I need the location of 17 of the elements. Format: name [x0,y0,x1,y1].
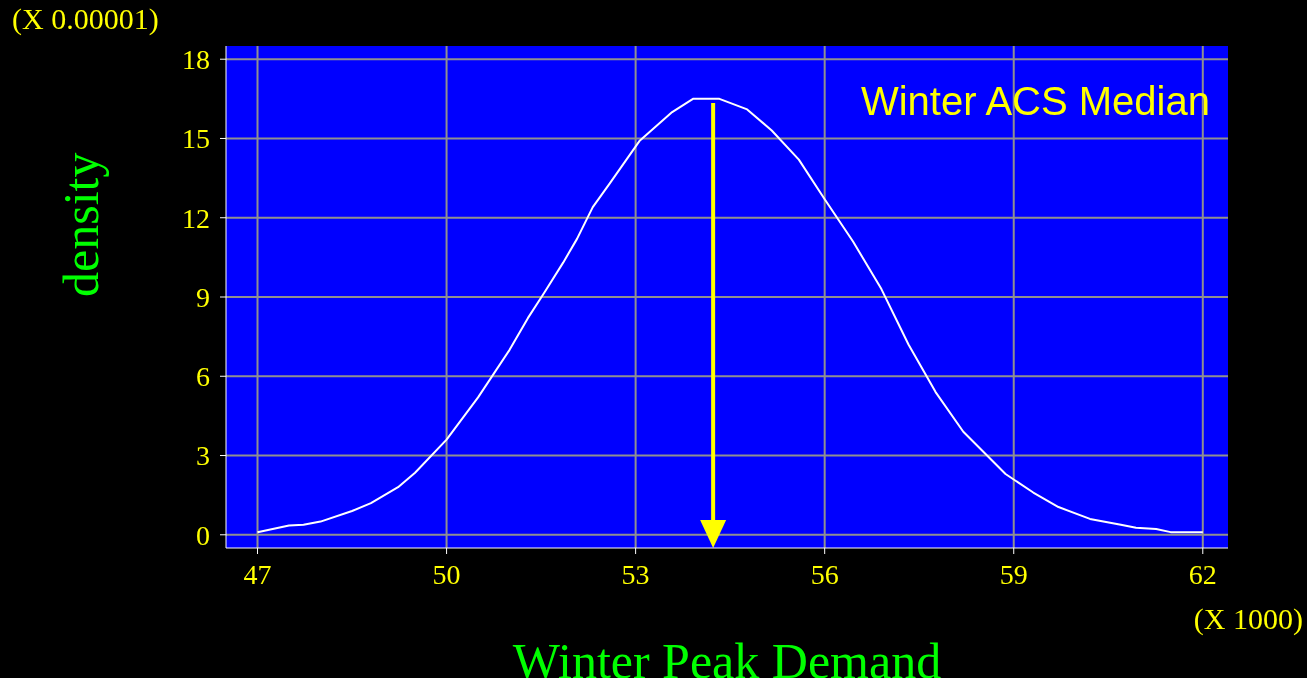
x-tick-label: 50 [432,558,461,590]
x-tick-label: 47 [243,558,272,590]
y-tick-label: 3 [196,440,210,472]
y-tick-label: 6 [196,361,210,393]
x-tick-label: 62 [1188,558,1217,590]
y-tick-label: 18 [182,44,210,76]
text: (X 1000) [1193,602,1303,636]
x-tick-label: 56 [810,558,839,590]
y-axis-title: density [52,152,109,297]
x-tick-label: 53 [621,558,650,590]
y-tick-label: 9 [196,281,210,313]
text: (X 0.00001) [12,2,159,36]
x-axis-title: Winter Peak Demand [512,633,942,678]
y-tick-label: 0 [196,519,210,551]
y-tick-label: 12 [182,202,210,234]
x-tick-label: 59 [999,558,1028,590]
y-tick-label: 15 [182,123,210,155]
